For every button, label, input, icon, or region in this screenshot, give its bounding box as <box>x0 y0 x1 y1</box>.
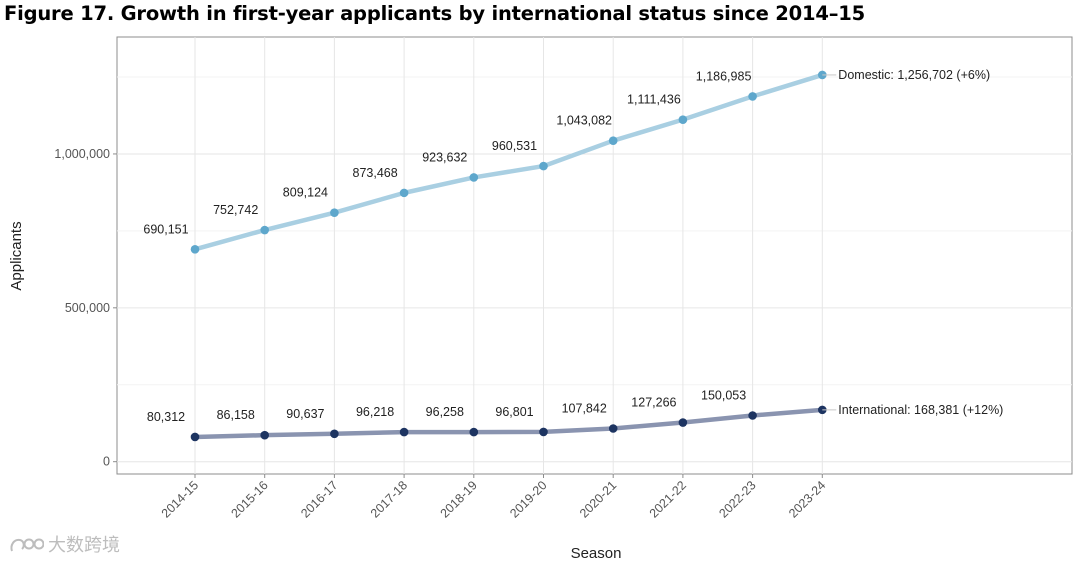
x-tick-label: 2023-24 <box>786 478 828 520</box>
data-point-domestic <box>748 92 757 101</box>
series <box>190 70 827 442</box>
data-label-domestic: 960,531 <box>492 139 537 153</box>
y-tick-label: 1,000,000 <box>54 147 110 161</box>
end-label-international: International: 168,381 (+12%) <box>838 403 1003 417</box>
series-line-domestic <box>192 72 825 252</box>
data-point-international <box>399 427 409 437</box>
data-label-domestic: 1,111,436 <box>627 93 681 107</box>
y-tick-label: 0 <box>103 455 110 469</box>
data-label-international: 96,801 <box>495 405 533 419</box>
data-point-international <box>608 424 618 433</box>
data-label-international: 127,266 <box>631 396 676 410</box>
logo-icon <box>10 538 44 552</box>
data-label-international: 96,258 <box>426 405 464 419</box>
data-point-international <box>748 411 757 420</box>
y-tick-label: 500,000 <box>65 301 110 315</box>
data-label-domestic: 1,043,082 <box>556 114 612 128</box>
data-labels: 690,151 752,742 809,124 873,468 923,632 960,5… <box>143 68 1003 424</box>
x-tick-label: 2014-15 <box>159 478 201 520</box>
watermark: 大数跨境 <box>8 531 120 557</box>
data-point-international <box>539 427 548 437</box>
data-label-domestic: 690,151 <box>143 222 188 236</box>
data-point-international <box>190 432 200 442</box>
data-label-domestic: 1,186,985 <box>696 69 752 83</box>
x-axis-title: Season <box>571 545 622 562</box>
data-label-domestic: 809,124 <box>283 186 328 200</box>
x-tick-label: 2019-20 <box>507 478 549 520</box>
data-point-international <box>469 427 479 437</box>
watermark-text: 大数跨境 <box>48 535 120 556</box>
x-tick-label: 2015-16 <box>228 478 270 520</box>
data-point-domestic <box>678 115 688 124</box>
data-label-domestic: 752,742 <box>213 203 258 217</box>
y-axis-title: Applicants <box>8 221 25 290</box>
series-line-international <box>192 407 825 440</box>
data-point-international <box>330 429 339 439</box>
plot-panel <box>116 36 1073 475</box>
data-point-domestic <box>260 225 270 235</box>
grid-lines <box>117 37 1072 474</box>
x-tick-label: 2017-18 <box>368 478 410 520</box>
data-point-domestic <box>469 173 479 182</box>
x-tick-label: 2021-22 <box>647 478 689 520</box>
data-label-international: 90,637 <box>286 407 324 421</box>
data-label-domestic: 873,468 <box>353 166 398 180</box>
data-point-domestic <box>608 136 618 145</box>
data-point-domestic <box>399 188 409 198</box>
data-point-domestic <box>330 208 339 217</box>
data-point-domestic <box>190 244 200 254</box>
end-label-domestic: Domestic: 1,256,702 (+6%) <box>838 68 990 82</box>
figure-title: Figure 17. Growth in first-year applican… <box>4 2 865 25</box>
data-label-international: 150,053 <box>701 389 746 403</box>
x-tick-label: 2016-17 <box>298 478 340 520</box>
data-label-international: 80,312 <box>147 410 185 424</box>
data-point-international <box>260 430 270 440</box>
data-point-domestic <box>539 161 548 171</box>
data-label-domestic: 923,632 <box>422 150 467 164</box>
x-tick-label: 2020-21 <box>577 478 619 520</box>
data-label-international: 107,842 <box>562 402 607 416</box>
data-point-international <box>678 418 688 427</box>
data-label-international: 96,218 <box>356 405 394 419</box>
data-label-international: 86,158 <box>217 408 255 422</box>
x-tick-label: 2018-19 <box>438 478 480 520</box>
x-tick-label: 2022-23 <box>716 478 758 520</box>
